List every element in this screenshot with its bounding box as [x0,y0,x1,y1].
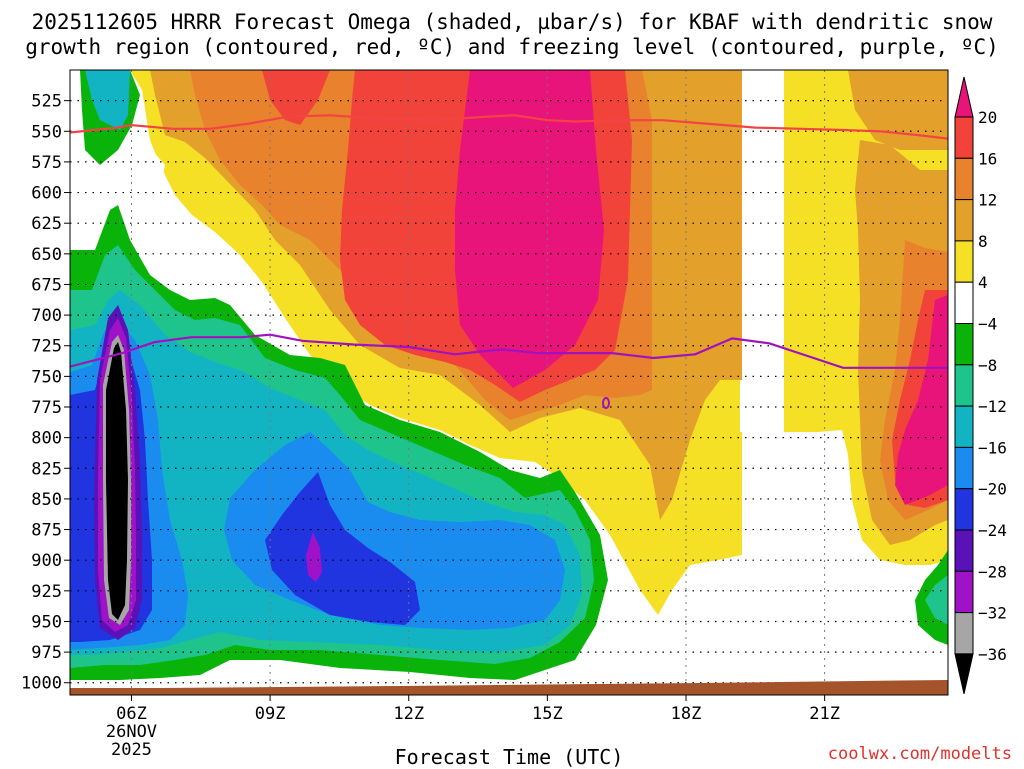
colorbar-top-arrow [954,76,974,118]
colorbar-swatch [954,529,974,572]
colorbar-swatch [954,570,974,614]
omega-region-gt20-lower-right [895,295,948,505]
date-label-year: 2025 [111,740,152,760]
colorbar-label: 12 [978,191,997,210]
colorbar-swatch [954,446,974,490]
y-tick-label: 800 [31,429,62,449]
colorbar-label: −32 [978,604,1007,623]
x-tick-label: 18Z [671,704,702,724]
y-tick-label: 725 [31,337,62,357]
y-tick-label: 575 [31,153,62,173]
y-tick-label: 950 [31,612,62,632]
colorbar-label: −28 [978,562,1007,581]
y-tick-label: 775 [31,398,62,418]
y-tick-label: 600 [31,184,62,204]
x-axis-label: Forecast Time (UTC) [394,745,624,769]
omega-region-neg20-neg24-b [455,578,548,624]
source-credit: coolwx.com/modelts [827,744,1012,764]
colorbar-label: −16 [978,438,1007,457]
colorbar-swatch [954,157,974,201]
colorbar-swatch [954,405,974,448]
colorbar-swatch [954,116,974,159]
colorbar-label: −20 [978,480,1007,499]
y-tick-label: 625 [31,214,62,234]
colorbar: 20 16 12 8 4 −4 −8 −12 −16 −20 −24 −28 −32 −36 [954,76,1007,695]
x-tick-label: 12Z [393,704,424,724]
colorbar-swatch [954,364,974,407]
colorbar-label: 8 [978,232,988,251]
contour-lines [70,114,948,369]
y-tick-label: 650 [31,245,62,265]
y-tick-label: 900 [31,551,62,571]
colorbar-label: −36 [978,645,1007,664]
y-tick-label: 825 [31,459,62,479]
dendritic-growth-line [70,114,948,140]
colorbar-label: −4 [978,315,997,334]
x-tick-label: 06Z [116,704,147,724]
omega-gap-18z-19z [740,70,784,432]
colorbar-label: 4 [978,273,988,292]
date-label-day: 26NOV [106,722,157,742]
omega-region-gt20 [455,70,604,388]
y-tick-label: 675 [31,275,62,295]
colorbar-swatch [954,240,974,283]
chart-title-line2: growth region (contoured, red, ºC) and f… [25,35,999,59]
omega-region-neg20-neg24 [70,328,420,642]
colorbar-label: 16 [978,149,997,168]
colorbar-swatch [954,281,974,325]
freezing-level-label-marker [602,397,610,409]
x-tick-label: 15Z [532,704,563,724]
colorbar-swatch [954,612,974,655]
y-tick-label: 700 [31,306,62,326]
colorbar-swatch [954,199,974,242]
y-tick-label: 850 [31,490,62,510]
x-tick-label: 09Z [255,704,286,724]
ground-terrain [70,680,948,695]
y-tick-label: 550 [31,122,62,142]
colorbar-swatch [954,488,974,531]
y-tick-label: 875 [31,521,62,541]
colorbar-label: 20 [978,108,997,127]
colorbar-bottom-arrow [954,653,974,695]
omega-region-neg12-neg16 [70,70,582,655]
y-tick-label: 925 [31,582,62,602]
y-tick-label: 1000 [21,674,62,694]
omega-shading [70,70,948,695]
colorbar-label: −8 [978,356,997,375]
plot-frame [69,69,949,696]
omega-region-lt-neg36 [106,342,128,620]
colorbar-label: −24 [978,521,1007,540]
chart-title-line1: 2025112605 HRRR Forecast Omega (shaded, … [31,10,993,34]
colorbar-label: −12 [978,397,1007,416]
y-axis: 525 550 575 600 625 650 675 700 725 750 775 800 825 8… [21,92,70,694]
y-tick-label: 525 [31,92,62,112]
freezing-level-line [70,333,948,369]
omega-region-neg8-neg12-right [925,575,948,625]
y-tick-label: 750 [31,367,62,387]
y-tick-label: 975 [31,643,62,663]
colorbar-swatch [954,323,974,366]
x-tick-label: 21Z [809,704,840,724]
